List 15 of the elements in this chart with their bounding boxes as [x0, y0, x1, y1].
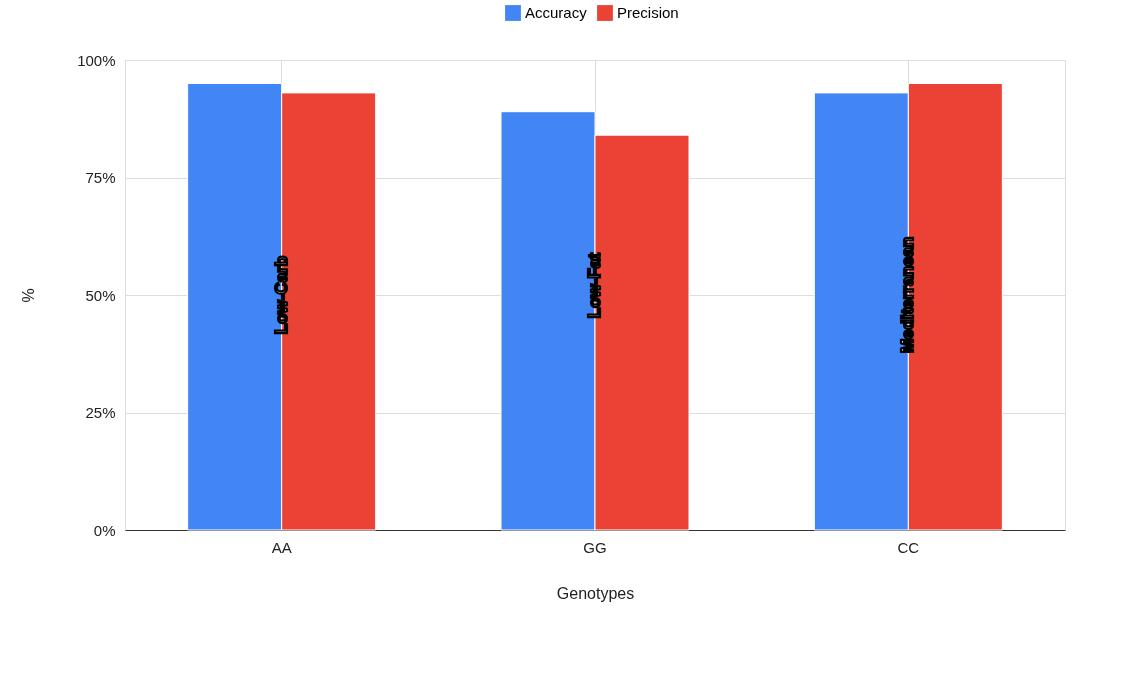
annotation: Mediterranean: [898, 236, 918, 354]
annotation: Low-Fat: [585, 252, 604, 319]
y-tick-label: 0%: [93, 521, 116, 539]
y-tick-label: 75%: [85, 169, 116, 186]
legend-label: Accuracy: [525, 4, 588, 21]
x-axis-title: Genotypes: [556, 584, 635, 602]
y-tick-label: 100%: [77, 51, 116, 69]
x-tick-label: GG: [583, 538, 607, 556]
y-axis-title: %: [20, 288, 38, 303]
y-tick-label: 50%: [85, 286, 116, 304]
x-tick-label: AA: [271, 538, 292, 556]
y-tick-label: 25%: [85, 404, 116, 421]
legend-label: Precision: [617, 4, 679, 21]
x-tick-label: CC: [897, 538, 920, 556]
annotation: Low-Carb: [271, 255, 291, 335]
